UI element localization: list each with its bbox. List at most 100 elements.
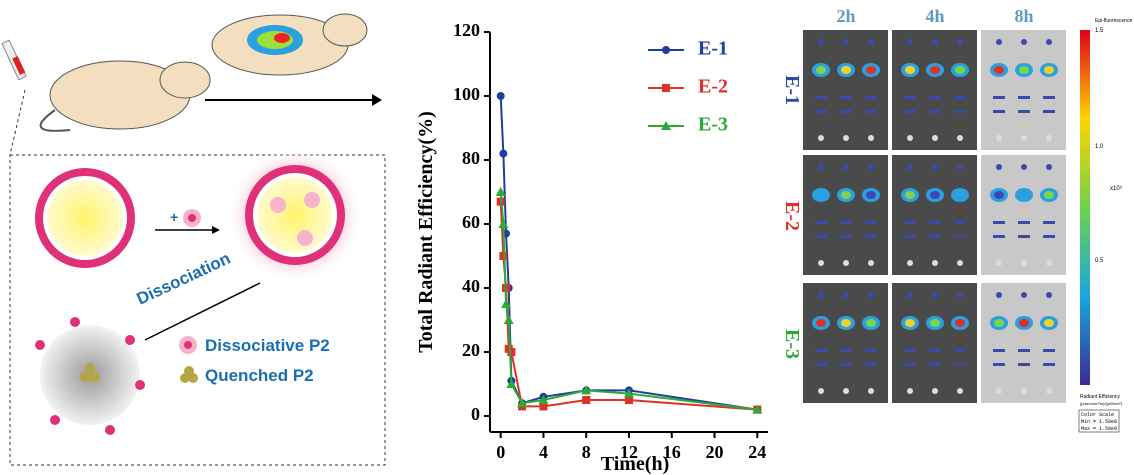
organ [1046, 260, 1052, 266]
x-axis-label: Time(h) [601, 453, 670, 475]
legend-label: E-3 [698, 114, 728, 136]
organ [907, 39, 913, 45]
dissociated-micelle [35, 317, 145, 435]
organ [1019, 66, 1029, 74]
marker [495, 187, 506, 196]
organ [1018, 96, 1030, 99]
organ [868, 292, 874, 298]
organ [843, 388, 849, 394]
organ [994, 191, 1004, 199]
organ [868, 388, 874, 394]
organ [1046, 135, 1052, 141]
callout [9, 89, 26, 156]
organ [818, 135, 824, 141]
diagram: + Dissociation Dissociative P2 Quenched … [1, 13, 386, 466]
organ [865, 363, 877, 366]
marker [581, 385, 592, 395]
image-tile [892, 30, 977, 150]
organ [904, 110, 916, 113]
organ [868, 164, 874, 170]
legend-label: E-2 [698, 76, 728, 98]
y-tick-label: 60 [462, 212, 480, 232]
micelle [35, 168, 135, 268]
organ [955, 66, 965, 74]
organ [843, 260, 849, 266]
syringe [1, 39, 27, 81]
marker [752, 404, 763, 414]
arrowhead [372, 94, 382, 106]
organ [866, 191, 876, 199]
organ [957, 135, 963, 141]
organ [815, 110, 827, 113]
organ [815, 96, 827, 99]
column-label: 8h [1014, 6, 1033, 26]
organ [815, 221, 827, 224]
marker [517, 398, 528, 408]
organ [996, 292, 1002, 298]
organ [904, 221, 916, 224]
organ [816, 191, 826, 199]
organ [905, 319, 915, 327]
marker [496, 92, 505, 100]
dissociation-label: Dissociation [134, 249, 234, 309]
organ [1046, 164, 1052, 170]
colorbar-title: Epi-fluorescence [1095, 18, 1132, 24]
organ [815, 363, 827, 366]
y-tick-label: 100 [453, 84, 480, 104]
organ [1043, 235, 1055, 238]
organ [929, 96, 941, 99]
organ [1046, 292, 1052, 298]
image-tile [892, 155, 977, 275]
organ [1021, 164, 1027, 170]
organ [865, 96, 877, 99]
y-tick-label: 120 [453, 20, 480, 40]
organ [840, 221, 852, 224]
row-label: E-2 [781, 201, 803, 231]
organ [818, 164, 824, 170]
organ [1021, 292, 1027, 298]
organ [815, 235, 827, 238]
organ [868, 135, 874, 141]
loaded-micelle [227, 147, 363, 283]
organ [815, 349, 827, 352]
organ [954, 96, 966, 99]
organ [1044, 66, 1054, 74]
organ [932, 260, 938, 266]
organ [930, 319, 940, 327]
organ [932, 292, 938, 298]
organ [818, 388, 824, 394]
marker [499, 149, 508, 158]
marker [506, 379, 517, 388]
organ [1018, 363, 1030, 366]
organ [865, 221, 877, 224]
organ [1018, 221, 1030, 224]
organ [954, 110, 966, 113]
organ [1021, 135, 1027, 141]
image-tile [981, 30, 1066, 150]
organ [1019, 191, 1029, 199]
organ [841, 191, 851, 199]
image-tile [803, 283, 888, 403]
organ [929, 221, 941, 224]
y-axis-label: Total Radiant Efficiency(%) [415, 111, 437, 352]
organ [929, 363, 941, 366]
colorbar-scale: Color Scale [1081, 412, 1114, 418]
organ [929, 349, 941, 352]
series-line [499, 95, 758, 411]
organ [865, 110, 877, 113]
y-tick-label: 40 [462, 276, 480, 296]
organ [996, 135, 1002, 141]
organ [1043, 110, 1055, 113]
organ [957, 39, 963, 45]
panel-frame [9, 154, 386, 466]
organ [993, 349, 1005, 352]
organ [904, 96, 916, 99]
organ [843, 164, 849, 170]
y-tick-label: 20 [462, 340, 480, 360]
colorbar-tick: 1.5 [1095, 28, 1104, 34]
organ [1021, 260, 1027, 266]
plus-sign: + [170, 209, 178, 225]
x-tick-label: 0 [496, 442, 505, 462]
organ [930, 66, 940, 74]
organ [1018, 235, 1030, 238]
